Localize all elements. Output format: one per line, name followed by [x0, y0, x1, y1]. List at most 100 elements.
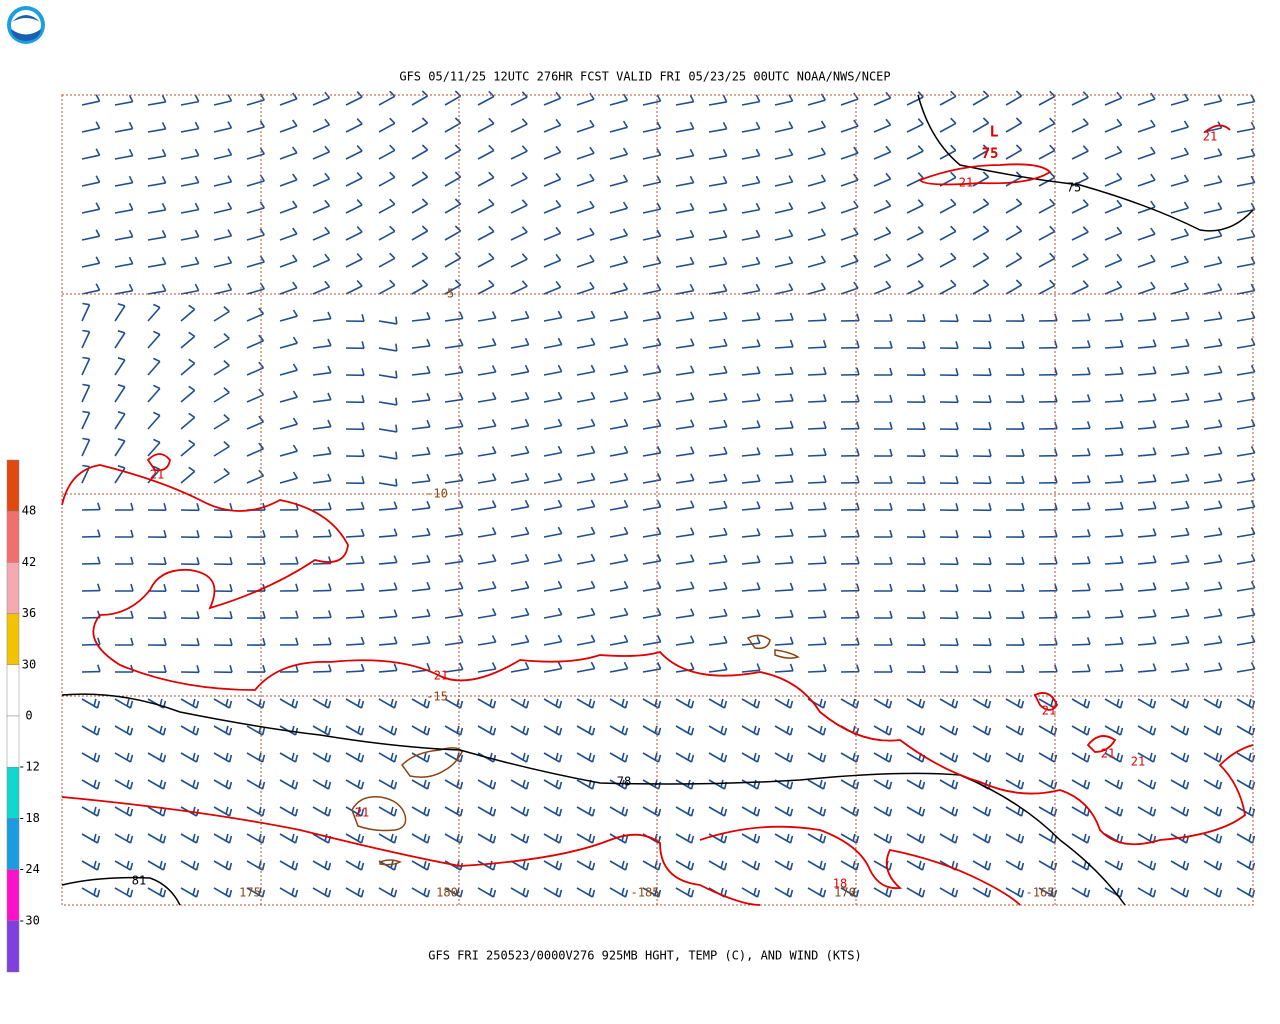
wind-barb: [1236, 446, 1256, 457]
wind-barb: [576, 887, 596, 898]
wind-barb: [642, 94, 662, 106]
wind-barb: [312, 145, 331, 160]
wind-barb: [1104, 752, 1124, 763]
wind-barb: [180, 638, 200, 647]
wind-barb: [213, 698, 233, 709]
wind-barb: [741, 833, 761, 844]
wind-barb: [642, 806, 662, 817]
wind-barb: [1203, 338, 1223, 349]
wind-barb: [213, 175, 233, 187]
temp-label: 18: [833, 877, 847, 891]
wind-barb: [1236, 500, 1256, 511]
wind-barb: [874, 394, 893, 403]
wind-barb: [972, 637, 992, 647]
wind-barb: [1071, 226, 1089, 241]
wind-barb: [708, 554, 728, 565]
wind-barb: [1038, 779, 1058, 790]
wind-barb: [147, 583, 167, 592]
wind-barb: [609, 391, 629, 403]
wind-barb: [180, 412, 196, 430]
colorbar-label: 0: [25, 709, 32, 723]
wind-barb: [378, 424, 398, 433]
wind-barb: [444, 446, 464, 457]
wind-barb: [345, 314, 365, 323]
wind-barb: [774, 752, 794, 763]
wind-barb: [411, 446, 431, 457]
wind-barb: [378, 90, 396, 106]
wind-barb: [81, 502, 101, 511]
wind-barb: [444, 225, 462, 241]
wind-barb: [807, 637, 827, 646]
wind-barb: [774, 636, 794, 646]
wind-barb: [180, 148, 200, 160]
lat-label: -5: [440, 287, 454, 301]
wind-barb: [444, 581, 464, 592]
wind-barb: [1104, 172, 1123, 187]
wind-barb: [741, 555, 761, 565]
wind-barb: [774, 256, 794, 268]
wind-barb: [675, 527, 695, 538]
colorbar-label: -30: [18, 913, 40, 927]
wind-barb: [1170, 419, 1190, 430]
wind-barb: [213, 414, 230, 430]
wind-barb: [213, 752, 233, 763]
wind-barb: [642, 752, 662, 763]
wind-barb: [444, 392, 464, 403]
wind-barb: [1005, 698, 1025, 709]
wind-barb: [807, 502, 827, 511]
wind-barb: [378, 725, 398, 736]
wind-barb: [906, 394, 926, 403]
wind-barb: [708, 94, 728, 106]
temp-label: 21: [959, 176, 973, 190]
wind-barb: [1005, 664, 1025, 673]
wind-barb: [246, 255, 265, 268]
wind-barb: [1104, 393, 1124, 403]
wind-barb: [675, 635, 695, 646]
low-marker: L: [989, 123, 998, 141]
wind-barb: [840, 281, 859, 295]
wind-barb: [675, 473, 695, 484]
colorbar-swatch: [6, 613, 20, 666]
height-label: 75: [1067, 181, 1081, 195]
wind-barb: [741, 148, 761, 160]
wind-barb: [147, 94, 167, 106]
wind-barb: [642, 121, 662, 133]
wind-barb: [510, 526, 530, 538]
wind-barb: [345, 501, 365, 511]
wind-barb: [477, 500, 497, 511]
wind-barb: [1005, 725, 1025, 736]
wind-barb: [444, 662, 464, 673]
wind-barb: [874, 340, 893, 349]
wind-barb: [609, 120, 629, 133]
wind-barb: [246, 556, 266, 565]
wind-barb: [246, 664, 266, 673]
colorbar-swatch: [6, 920, 20, 973]
wind-barb: [774, 528, 794, 538]
wind-barb: [741, 121, 761, 133]
wind-barb: [477, 446, 497, 457]
wind-barb: [81, 752, 101, 763]
wind-barb: [807, 394, 827, 403]
wind-barb: [774, 420, 794, 430]
wind-barb: [939, 806, 959, 817]
wind-barb: [741, 582, 761, 592]
wind-barb: [279, 92, 298, 106]
wind-barb: [378, 370, 398, 379]
wind-barb: [345, 887, 365, 898]
wind-barb: [81, 833, 101, 844]
wind-barb: [906, 199, 924, 214]
wind-barb: [279, 444, 298, 457]
wind-barb: [1137, 366, 1157, 376]
wind-barb: [114, 806, 134, 817]
wind-barb: [675, 725, 695, 736]
wind-barb: [675, 283, 695, 295]
wind-barb: [312, 806, 332, 817]
wind-barb: [1071, 583, 1091, 592]
wind-barb: [114, 148, 134, 160]
colorbar-swatch: [6, 510, 20, 563]
wind-barb: [576, 833, 596, 844]
wind-barb: [807, 340, 827, 349]
wind-barb: [1137, 119, 1156, 133]
wind-barb: [774, 175, 794, 187]
wind-barb: [213, 202, 233, 214]
